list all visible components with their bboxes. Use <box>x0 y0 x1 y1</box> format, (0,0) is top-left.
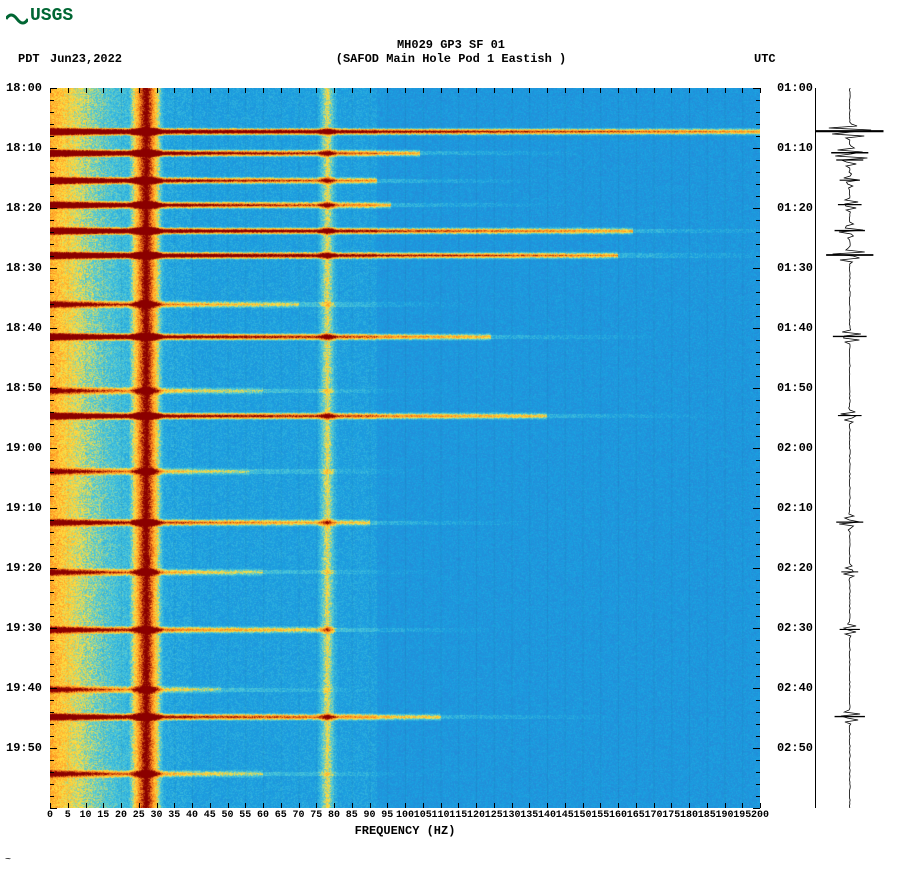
y-left-tick: 19:20 <box>6 561 42 575</box>
footer-symbol: ~ <box>5 855 11 866</box>
x-tick: 185 <box>698 810 716 821</box>
y-right-tick: 01:50 <box>777 381 813 395</box>
y-left-tick: 18:40 <box>6 321 42 335</box>
x-tick: 45 <box>204 810 216 821</box>
x-tick: 195 <box>733 810 751 821</box>
y-left-tick: 19:40 <box>6 681 42 695</box>
seismogram-svg <box>816 88 891 808</box>
seismogram-panel <box>815 88 891 808</box>
y-right-tick: 02:30 <box>777 621 813 635</box>
y-right-tick: 02:00 <box>777 441 813 455</box>
x-tick: 60 <box>257 810 269 821</box>
x-tick: 200 <box>751 810 769 821</box>
x-tick: 30 <box>150 810 162 821</box>
x-tick: 165 <box>627 810 645 821</box>
x-axis: 0510152025303540455055606570758085909510… <box>50 810 760 824</box>
y-right-tick: 02:10 <box>777 501 813 515</box>
usgs-logo: USGS <box>6 6 73 26</box>
y-left-tick: 19:00 <box>6 441 42 455</box>
x-tick: 135 <box>520 810 538 821</box>
y-axis-left: 18:0018:1018:2018:3018:4018:5019:0019:10… <box>0 88 50 808</box>
y-left-tick: 18:50 <box>6 381 42 395</box>
x-tick: 5 <box>65 810 71 821</box>
y-left-tick: 19:30 <box>6 621 42 635</box>
x-tick: 20 <box>115 810 127 821</box>
x-tick: 145 <box>556 810 574 821</box>
x-tick: 140 <box>538 810 556 821</box>
x-tick: 35 <box>168 810 180 821</box>
pdt-text: PDT <box>18 52 40 66</box>
x-tick: 85 <box>346 810 358 821</box>
plot-title-1: MH029 GP3 SF 01 <box>0 38 902 52</box>
x-tick: 50 <box>221 810 233 821</box>
y-left-tick: 18:30 <box>6 261 42 275</box>
spectrogram-canvas <box>50 88 760 808</box>
x-tick: 90 <box>363 810 375 821</box>
pdt-label: PDT <box>18 52 40 66</box>
y-right-tick: 02:40 <box>777 681 813 695</box>
x-tick: 25 <box>133 810 145 821</box>
y-right-tick: 01:20 <box>777 201 813 215</box>
y-left-tick: 18:20 <box>6 201 42 215</box>
y-left-tick: 18:10 <box>6 141 42 155</box>
spectrogram-plot <box>50 88 760 808</box>
x-tick: 80 <box>328 810 340 821</box>
x-tick: 55 <box>239 810 251 821</box>
x-tick: 190 <box>715 810 733 821</box>
utc-label: UTC <box>754 52 776 66</box>
y-right-tick: 01:00 <box>777 81 813 95</box>
y-right-tick: 01:40 <box>777 321 813 335</box>
x-tick: 115 <box>449 810 467 821</box>
x-tick: 175 <box>662 810 680 821</box>
x-tick: 10 <box>79 810 91 821</box>
y-left-tick: 19:10 <box>6 501 42 515</box>
x-tick: 110 <box>431 810 449 821</box>
x-tick: 155 <box>591 810 609 821</box>
x-tick: 130 <box>502 810 520 821</box>
y-right-tick: 01:30 <box>777 261 813 275</box>
pdt-date: Jun23,2022 <box>50 52 122 66</box>
x-tick: 40 <box>186 810 198 821</box>
x-tick: 65 <box>275 810 287 821</box>
usgs-wave-icon <box>6 7 28 25</box>
x-tick: 75 <box>310 810 322 821</box>
x-tick: 95 <box>381 810 393 821</box>
y-right-tick: 02:50 <box>777 741 813 755</box>
x-tick: 120 <box>467 810 485 821</box>
x-tick: 180 <box>680 810 698 821</box>
y-left-tick: 18:00 <box>6 81 42 95</box>
x-tick: 105 <box>414 810 432 821</box>
x-tick: 125 <box>485 810 503 821</box>
x-tick: 150 <box>573 810 591 821</box>
x-tick: 100 <box>396 810 414 821</box>
usgs-text: USGS <box>30 6 73 26</box>
x-tick: 170 <box>644 810 662 821</box>
x-tick: 160 <box>609 810 627 821</box>
y-right-tick: 02:20 <box>777 561 813 575</box>
x-tick: 0 <box>47 810 53 821</box>
x-tick: 70 <box>292 810 304 821</box>
x-axis-label: FREQUENCY (HZ) <box>50 824 760 838</box>
y-right-tick: 01:10 <box>777 141 813 155</box>
x-tick: 15 <box>97 810 109 821</box>
y-left-tick: 19:50 <box>6 741 42 755</box>
y-axis-right: 01:0001:1001:2001:3001:4001:5002:0002:10… <box>763 88 813 808</box>
